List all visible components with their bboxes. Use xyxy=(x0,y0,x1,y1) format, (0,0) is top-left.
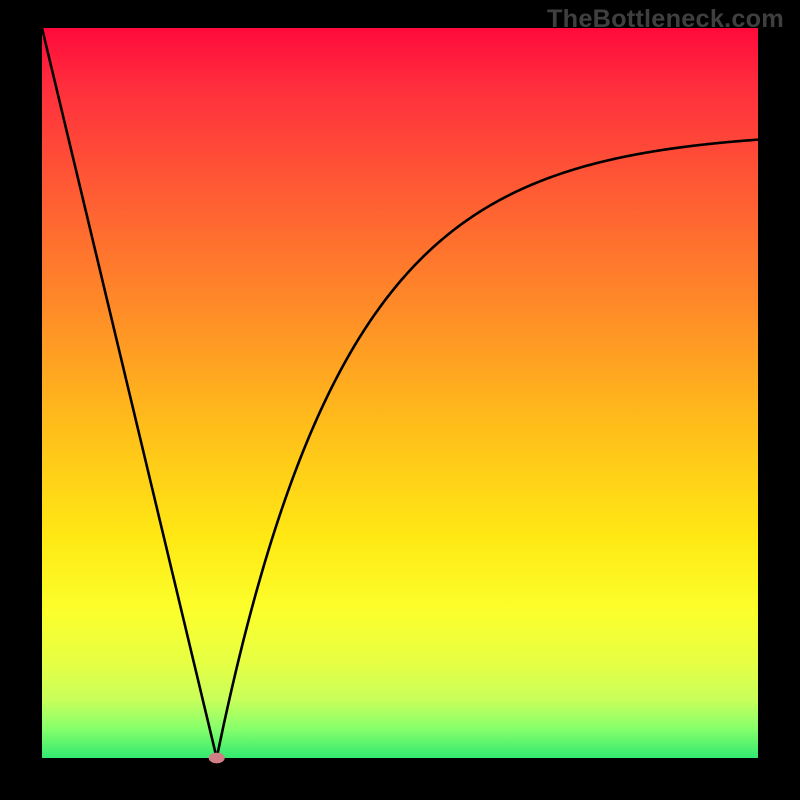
watermark-text: TheBottleneck.com xyxy=(547,5,784,34)
bottleneck-curve xyxy=(42,28,758,755)
dip-marker xyxy=(209,753,224,763)
plot-area xyxy=(42,28,758,758)
chart-stage: TheBottleneck.com xyxy=(0,0,800,800)
curve-svg xyxy=(42,28,758,758)
